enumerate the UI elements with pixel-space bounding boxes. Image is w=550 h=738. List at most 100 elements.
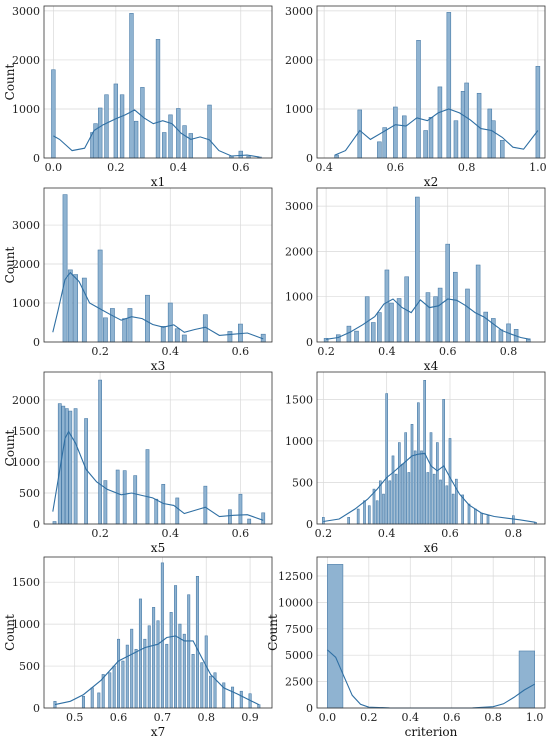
y-tick-label: 1500 [12,576,40,589]
histogram-bar [133,475,138,525]
histogram-bar [68,410,73,525]
histogram-panel-4: 0.2 0.4 0.6 0.8 0 1000 2000 3000 x4 [285,187,546,373]
histogram-bar [239,690,243,709]
histogram-bar [152,607,156,709]
plot-frame [316,556,546,709]
histogram-bar [191,654,195,709]
histogram-bar [64,408,69,525]
y-tick-label: 500 [292,476,313,489]
histogram-bar [448,438,452,525]
histogram-bar [247,518,252,525]
y-tick-label: 1000 [12,456,40,469]
histogram-bar [81,277,87,343]
histogram-bar [384,269,390,343]
histogram-bar [491,120,496,159]
histogram-bar [420,450,423,525]
histogram-bar [364,296,370,343]
histogram-bar [499,140,505,159]
histogram-bar [535,66,541,159]
histogram-bar [475,264,481,343]
x-tick-label: 0.4 [315,161,333,174]
x-tick-label: 0.2 [360,711,378,724]
histogram-bar [480,512,483,525]
histogram-bar [439,479,442,525]
histogram-bar [204,635,208,709]
histogram-bar [410,424,414,525]
kde-curve [323,452,536,523]
histogram-bar [512,515,515,525]
histogram-bar [407,472,411,525]
plot-frame [43,371,273,525]
plot-frame [316,187,546,343]
x-axis-label: x2 [424,175,438,189]
histogram-bar [432,473,436,525]
x-tick-label: 0.6 [443,711,461,724]
kde-curve [334,108,539,156]
y-tick-label: 0 [306,152,313,165]
histogram-bar [377,312,382,343]
y-tick-label: 0 [306,518,313,531]
histogram-bar [97,692,101,709]
histogram-bar [112,665,116,709]
plot-frame [43,5,273,159]
histogram-bar [346,325,352,343]
histogram-bar [98,107,103,159]
histogram-bar [167,302,173,343]
x-tick-label: 1.0 [529,161,547,174]
histogram-bar [160,562,164,709]
histogram-bar [102,317,108,343]
x-tick-label: 0.0 [45,161,63,174]
histogram-panel-2: 0.4 0.6 0.8 1.0 0 1000 2000 3000 x2 [285,5,547,189]
y-axis-label: Count [3,429,17,466]
histogram-bar [176,108,181,159]
histogram-bar [119,94,125,159]
y-tick-label: 500 [19,487,40,500]
histogram-bar [127,308,133,343]
x-tick-label: 0.6 [387,161,405,174]
histogram-bar [433,296,438,343]
y-tick-label: 1500 [285,393,313,406]
histogram-bar [347,517,350,525]
x-tick-label: 0.8 [484,711,502,724]
y-tick-label: 7500 [285,623,313,636]
histogram-bar [195,575,199,709]
y-tick-label: 0 [306,702,313,715]
y-axis-label: Count [3,246,17,283]
x-axis-label: x4 [424,359,439,373]
y-tick-label: 1500 [12,425,40,438]
y-tick-label: 0 [306,336,313,349]
histogram-bar [417,402,420,525]
histogram-bar [90,687,94,709]
histogram-bar [393,106,398,159]
histogram-bar [117,638,121,709]
histogram-bar [375,500,379,525]
x-tick-label: 0.6 [110,711,128,724]
histogram-bar [423,130,428,159]
histogram-bar [67,269,73,343]
kde-curve [327,649,535,709]
histogram-panel-6: 0.2 0.4 0.6 0.8 0 500 1000 1500 x6 [285,371,546,555]
histogram-bar [109,308,115,343]
histogram-bar [134,648,138,709]
x-tick-label: 0.8 [458,161,476,174]
histogram-bar [486,515,490,525]
histogram-bar [261,512,266,525]
histogram-bar [73,408,78,525]
kde-curve [52,430,264,521]
histogram-bar [108,672,112,709]
x-axis-label: x1 [151,175,165,189]
x-tick-label: 0.6 [232,527,250,540]
histogram-bar [231,686,235,709]
x-axis-label: criterion [405,725,458,738]
y-tick-label: 0 [33,336,40,349]
histogram-panel-8: 0.0 0.2 0.4 0.6 0.8 1.0 0 2500 5000 7500 10000 1250… [266,556,546,738]
y-tick-label: 1000 [12,103,40,116]
histogram-bar [398,442,401,525]
histogram-bar [357,109,363,159]
y-tick-label: 1000 [285,291,313,304]
histogram-bar [401,463,404,525]
y-tick-label: 2500 [285,676,313,689]
x-tick-label: 0.8 [197,711,215,724]
x-tick-label: 0.2 [91,527,109,540]
